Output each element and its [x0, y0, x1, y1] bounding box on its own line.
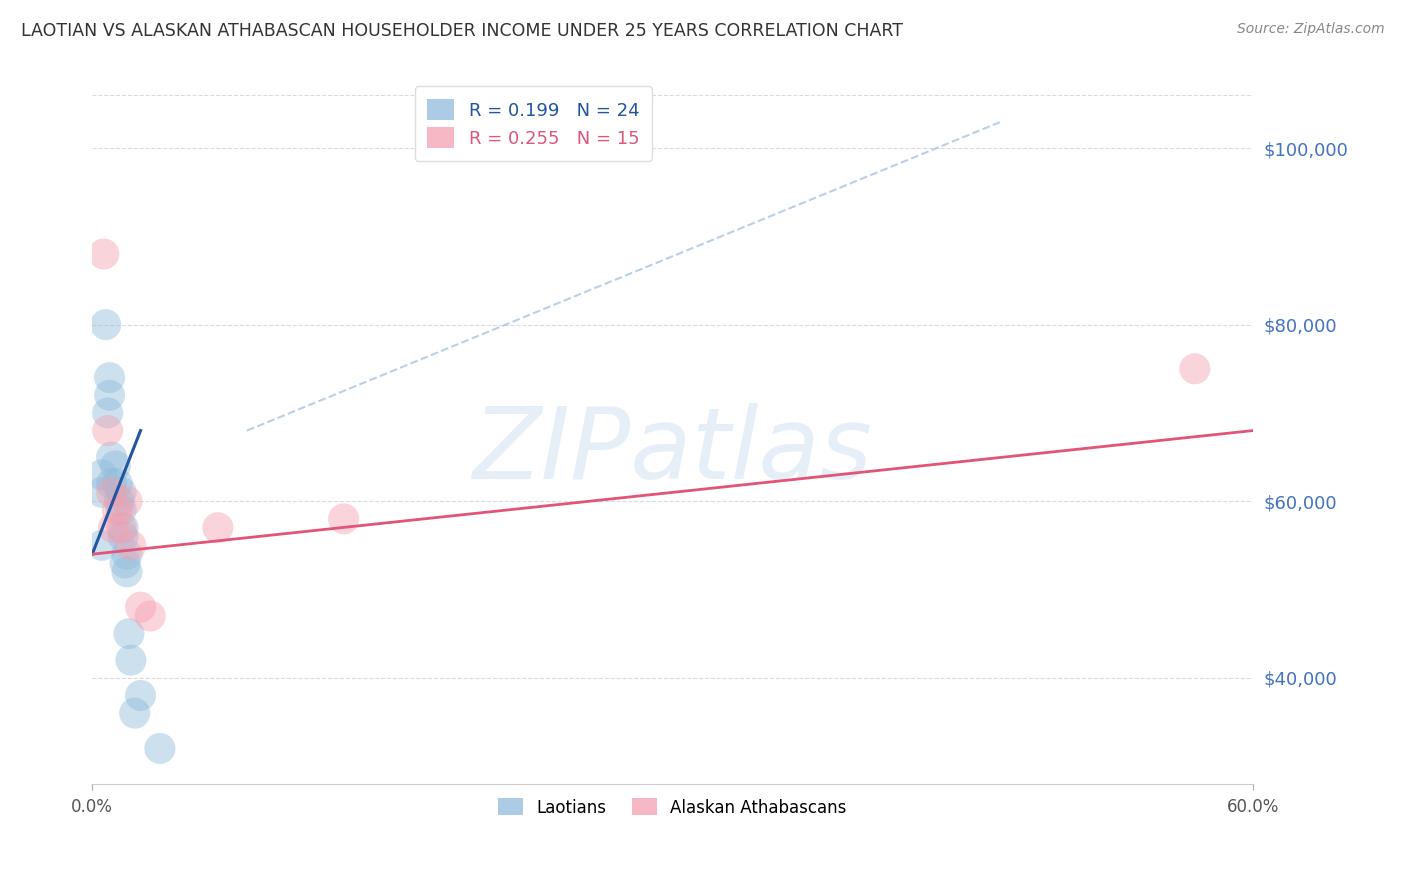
Point: [120, 538, 142, 552]
Point: [100, 485, 122, 500]
Point: [108, 494, 131, 508]
Point: [100, 476, 122, 491]
Point: [103, 521, 125, 535]
Point: [112, 521, 135, 535]
Point: [149, 741, 172, 756]
Point: [110, 521, 132, 535]
Point: [139, 609, 162, 624]
Point: [129, 600, 152, 615]
Point: [207, 521, 229, 535]
Point: [120, 653, 142, 667]
Point: [118, 626, 141, 640]
Point: [90, 485, 112, 500]
Point: [105, 476, 128, 491]
Point: [90, 538, 112, 552]
Point: [124, 706, 146, 720]
Point: [97, 424, 120, 438]
Point: [94, 318, 117, 332]
Point: [114, 556, 136, 570]
Text: ZIPatlas: ZIPatlas: [472, 403, 873, 500]
Point: [98, 370, 121, 384]
Point: [112, 529, 135, 543]
Point: [110, 485, 132, 500]
Point: [115, 565, 138, 579]
Point: [115, 547, 138, 561]
Point: [90, 467, 112, 482]
Text: Source: ZipAtlas.com: Source: ZipAtlas.com: [1237, 22, 1385, 37]
Point: [100, 450, 122, 464]
Point: [129, 689, 152, 703]
Point: [97, 406, 120, 420]
Legend: Laotians, Alaskan Athabascans: Laotians, Alaskan Athabascans: [491, 790, 855, 825]
Point: [115, 494, 138, 508]
Point: [332, 512, 354, 526]
Point: [1184, 361, 1206, 376]
Point: [104, 458, 127, 473]
Point: [110, 503, 132, 517]
Point: [105, 503, 128, 517]
Text: LAOTIAN VS ALASKAN ATHABASCAN HOUSEHOLDER INCOME UNDER 25 YEARS CORRELATION CHAR: LAOTIAN VS ALASKAN ATHABASCAN HOUSEHOLDE…: [21, 22, 903, 40]
Point: [98, 388, 121, 402]
Point: [93, 247, 115, 261]
